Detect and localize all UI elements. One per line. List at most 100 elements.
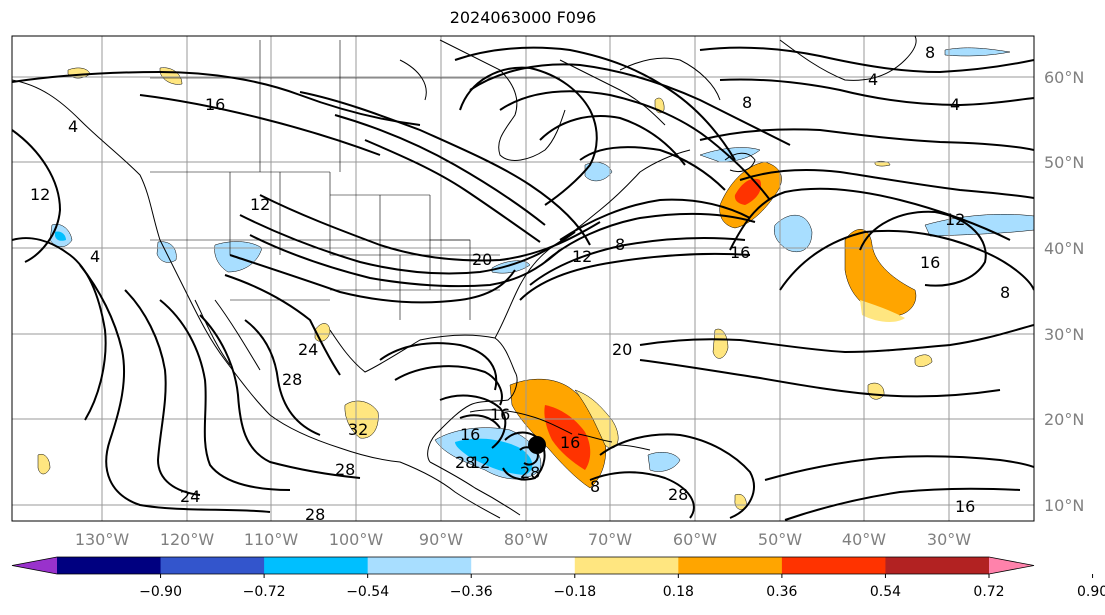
colorbar-swatch [471, 557, 576, 574]
shade-negative-lightblue-wus2 [156, 241, 177, 263]
colorbar-tick-label: −0.72 [243, 584, 286, 600]
contour-label: 20 [472, 250, 492, 269]
contour-label: 12 [945, 210, 965, 229]
lat-label: 50°N [1044, 153, 1084, 172]
contour-label: 8 [590, 477, 600, 496]
shade-positive-yellow-mex2 [344, 400, 379, 439]
colorbar-swatch [57, 557, 162, 574]
longitude-labels: 130°W 120°W 110°W 100°W 90°W 80°W 70°W 6… [75, 530, 971, 549]
storm-center-marker [528, 436, 546, 454]
shade-positive-red-atl [734, 178, 762, 205]
contour-label: 28 [335, 460, 355, 479]
contour-label: 24 [180, 487, 200, 506]
map-plot-area: 16 4 12 4 12 24 28 24 32 28 16 28 28 20 … [12, 36, 1034, 524]
colorbar-swatch [160, 557, 265, 574]
contour-label: 16 [490, 405, 510, 424]
lat-label: 20°N [1044, 410, 1084, 429]
contour-label: 32 [348, 420, 368, 439]
shade-negative-blue-nw [55, 231, 66, 241]
map-title: 2024063000 F096 [449, 8, 597, 27]
lon-label: 80°W [504, 530, 548, 549]
lon-label: 120°W [160, 530, 215, 549]
shade-negative-lightblue-carib-e [647, 452, 681, 472]
graticule [12, 36, 1034, 521]
lon-label: 130°W [75, 530, 130, 549]
contour-label: 8 [615, 235, 625, 254]
colorbar-tick-label: 0.54 [870, 584, 901, 600]
contour-label: 12 [30, 185, 50, 204]
contour-label: 28 [305, 505, 325, 524]
shade-negative-lightblue-atl [774, 215, 813, 253]
contour-label: 28 [668, 485, 688, 504]
shade-positive-yellow-atl [844, 229, 917, 317]
lon-label: 90°W [419, 530, 463, 549]
colorbar-tick-label: −0.54 [346, 584, 389, 600]
contour-label: 20 [612, 340, 632, 359]
shade-positive-yellow-pac2 [159, 67, 183, 85]
contour-label: 4 [950, 95, 960, 114]
colorbar-tick-label: 0.72 [973, 584, 1004, 600]
lon-label: 110°W [244, 530, 299, 549]
colorbar-tick-label: −0.90 [139, 584, 182, 600]
colorbar-under-arrow [12, 557, 57, 574]
contour-label: 12 [250, 195, 270, 214]
lon-label: 30°W [927, 530, 971, 549]
contour-lines [12, 46, 1034, 521]
lon-label: 60°W [673, 530, 717, 549]
contour-label: 8 [742, 93, 752, 112]
colorbar-tick-label: 0.90 [1077, 584, 1105, 600]
contour-label: 16 [460, 425, 480, 444]
colorbar-swatch [678, 557, 783, 574]
shade-negative-lightblue-gom [491, 260, 531, 274]
shade-positive-yellow-atl5 [914, 354, 933, 367]
contour-label: 4 [90, 247, 100, 266]
shade-positive-yellow-pac3 [37, 454, 51, 475]
contour-label: 4 [868, 70, 878, 89]
contour-label: 12 [470, 453, 490, 472]
shade-positive-yellow-atl4 [867, 382, 885, 400]
contour-label: 16 [730, 243, 750, 262]
colorbar-swatch [885, 557, 990, 574]
shade-negative-blue [455, 438, 533, 475]
colorbar: −0.90 −0.72 −0.54 −0.36 −0.18 0.18 0.36 0.54 0.7… [11, 556, 1105, 600]
contour-label: 8 [1000, 283, 1010, 302]
lat-label: 40°N [1044, 239, 1084, 258]
lat-label: 30°N [1044, 325, 1084, 344]
shade-positive-yellow-atl2 [860, 300, 905, 322]
colorbar-swatch [367, 557, 472, 574]
contour-label: 28 [520, 463, 540, 482]
lon-label: 40°W [842, 530, 886, 549]
colorbar-tick-label: −0.18 [553, 584, 596, 600]
latitude-labels: 60°N 50°N 40°N 30°N 20°N 10°N [1044, 68, 1084, 515]
colorbar-tick-label: 0.18 [663, 584, 694, 600]
contour-label: 28 [282, 370, 302, 389]
contour-label: 16 [920, 253, 940, 272]
contour-label-group: 16 4 12 4 12 24 28 24 32 28 16 28 28 20 … [30, 43, 1010, 524]
lon-label: 70°W [588, 530, 632, 549]
state-borders [150, 40, 560, 320]
contour-label: 12 [572, 247, 592, 266]
colorbar-tick-label: −0.36 [450, 584, 493, 600]
lat-label: 10°N [1044, 496, 1084, 515]
lon-label: 50°W [758, 530, 802, 549]
contour-label: 24 [298, 340, 318, 359]
contour-label: 16 [955, 497, 975, 516]
colorbar-tick-label: 0.36 [766, 584, 797, 600]
lat-label: 60°N [1044, 68, 1084, 87]
colorbar-outline [11, 556, 1035, 575]
map-frame [11, 35, 1035, 522]
contour-label: 16 [560, 433, 580, 452]
contour-label: 28 [455, 453, 475, 472]
contour-label: 16 [205, 95, 225, 114]
colorbar-swatch [264, 557, 369, 574]
colorbar-over-arrow [989, 557, 1034, 574]
colorbar-swatch [781, 557, 886, 574]
lon-label: 100°W [329, 530, 384, 549]
shade-negative-lightblue-ne [944, 47, 1011, 57]
shade-positive-red [544, 405, 591, 470]
contour-label: 8 [925, 43, 935, 62]
shade-positive-yellow-atl3 [712, 328, 729, 359]
colorbar-swatch [574, 557, 679, 574]
contour-label: 4 [68, 117, 78, 136]
